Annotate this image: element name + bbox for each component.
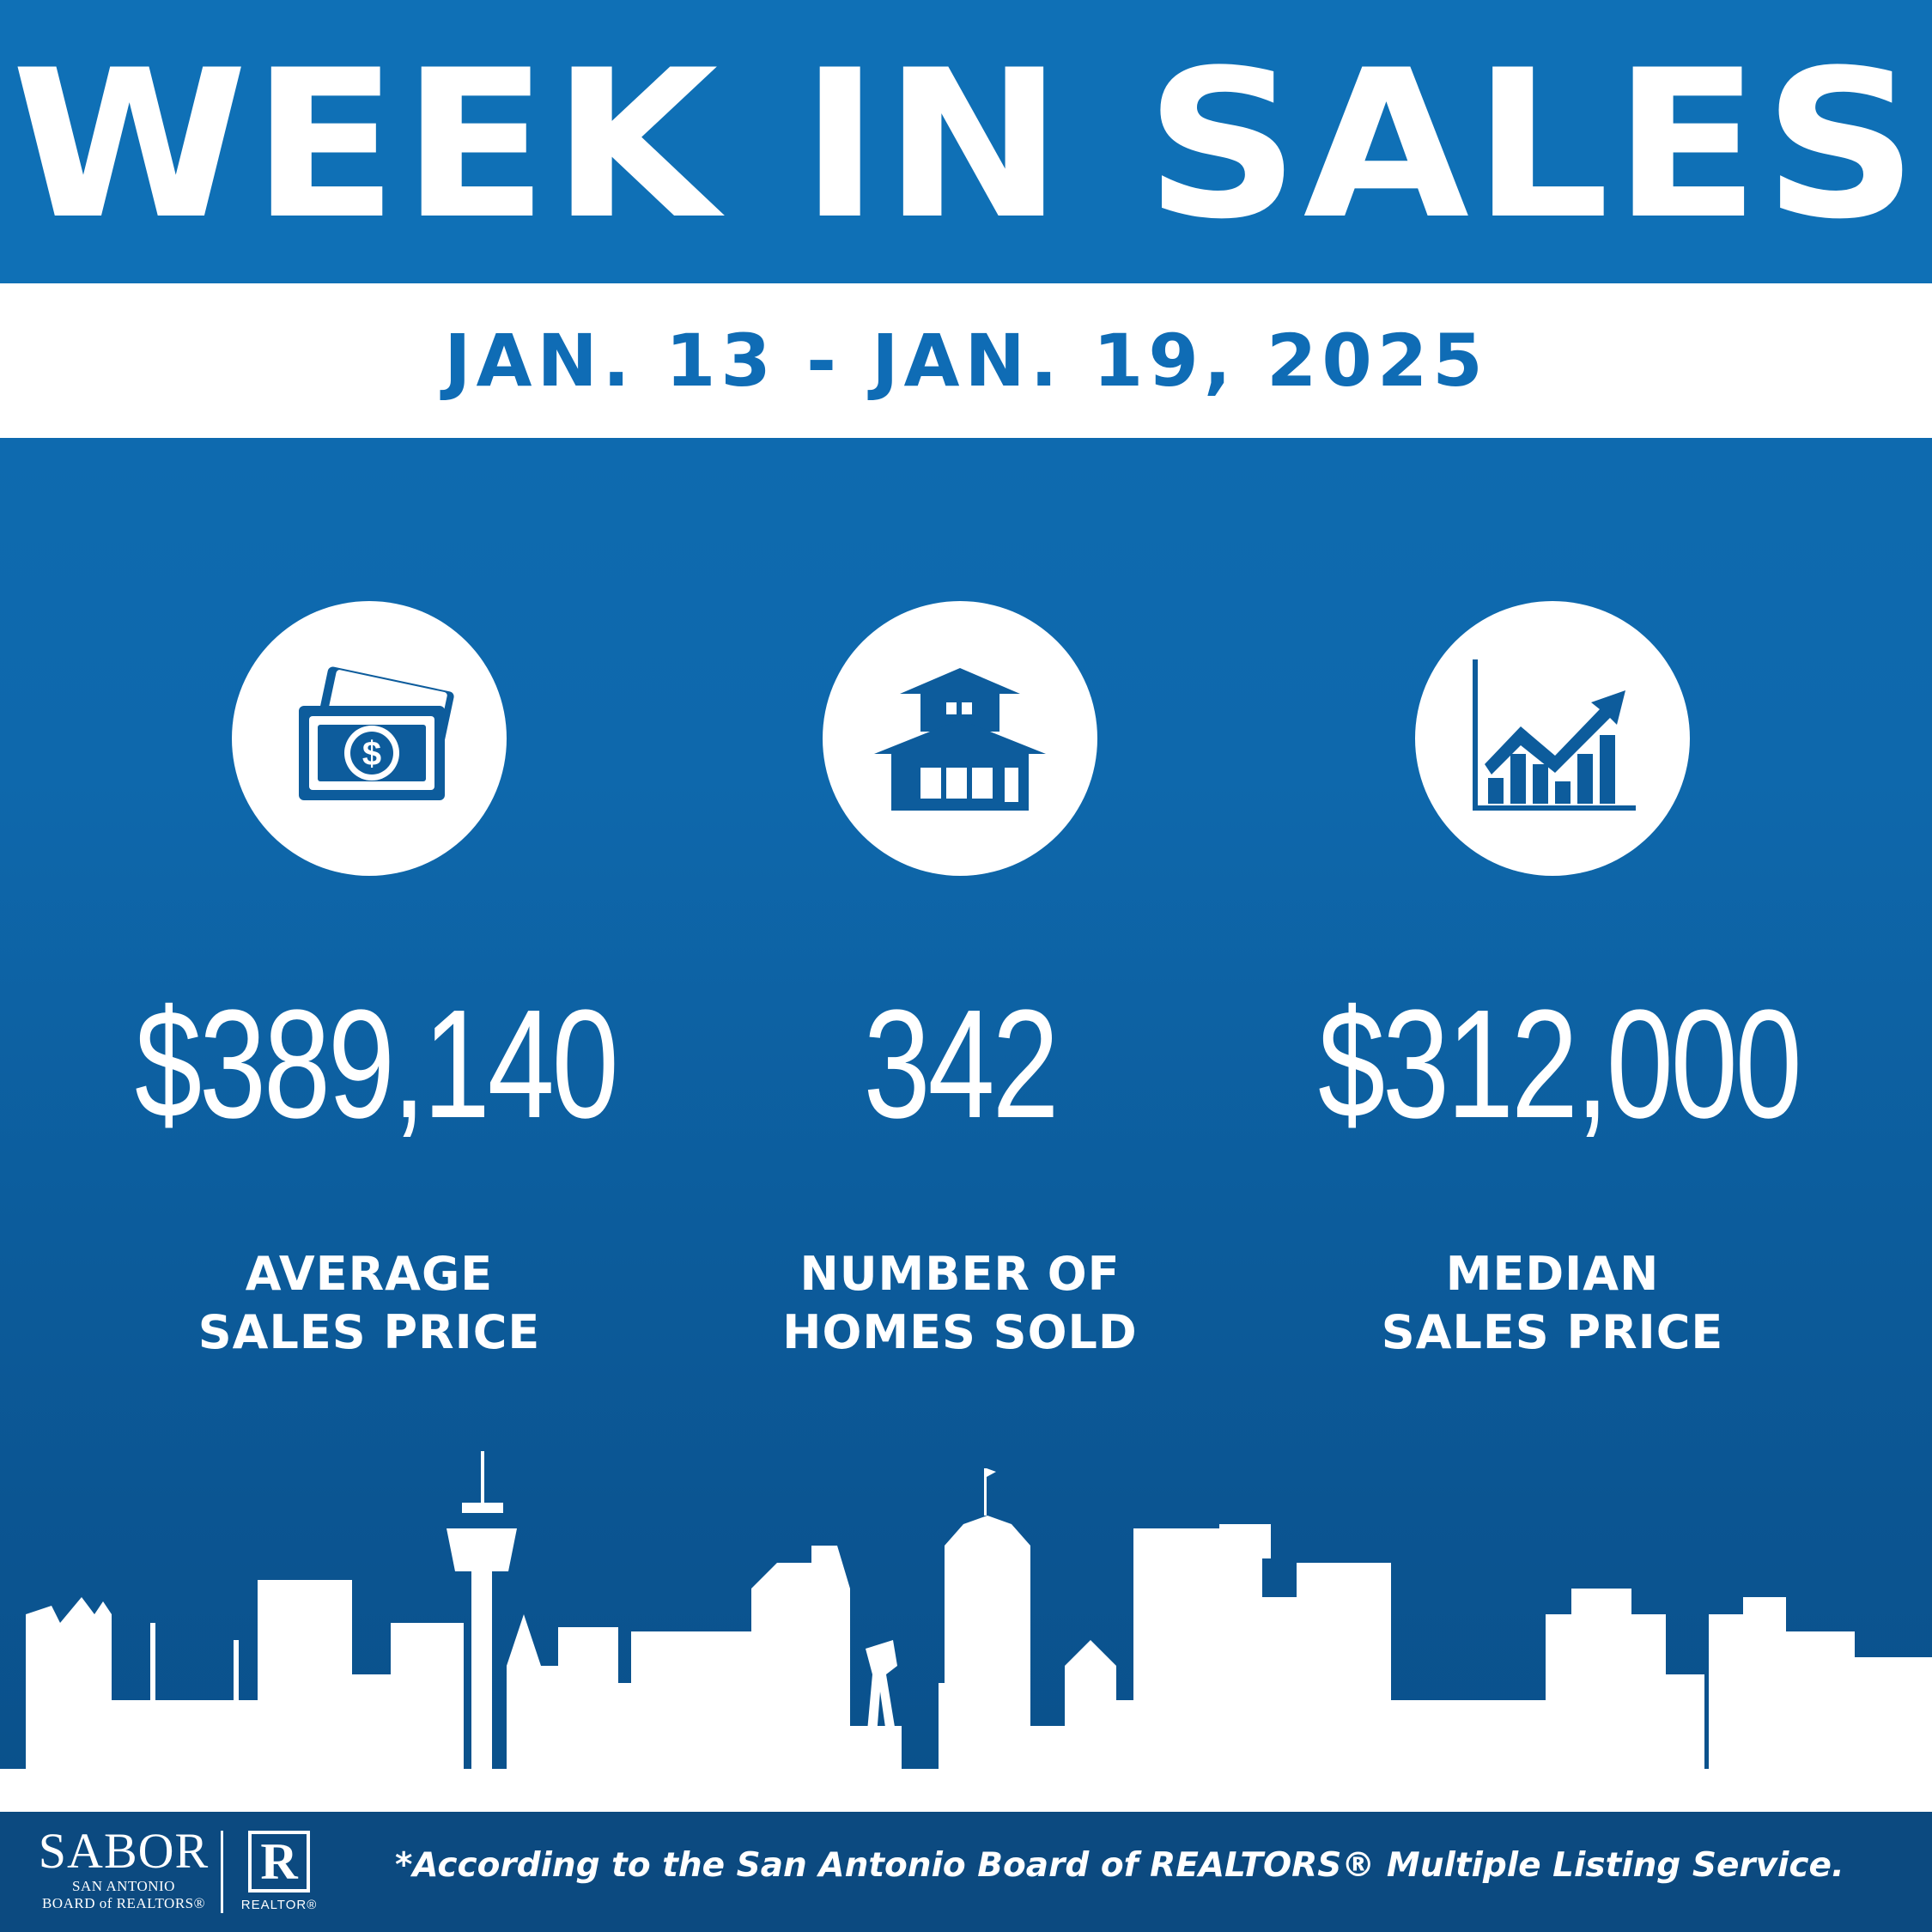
footer-bar (0, 1812, 1932, 1932)
stat-median-sales-price: $312,000 MEDIAN SALES PRICE (1252, 601, 1853, 1362)
median-sales-price-value: $312,000 (1318, 978, 1802, 1151)
label-line-1: AVERAGE (245, 1247, 494, 1301)
money-icon: $ (299, 666, 454, 800)
growth-chart-icon-circle (1415, 601, 1690, 876)
footer-disclaimer: *According to the San Antonio Board of R… (395, 1846, 1844, 1885)
page-title: WEEK IN SALES (10, 27, 1922, 264)
house-icon (874, 668, 1046, 811)
logo-divider (221, 1831, 223, 1913)
homes-sold-label: NUMBER OF HOMES SOLD (659, 1245, 1261, 1362)
sabor-logo: SABOR SAN ANTONIO BOARD of REALTORS® (38, 1825, 210, 1919)
label-line-2: SALES PRICE (1381, 1305, 1724, 1359)
label-line-2: HOMES SOLD (782, 1305, 1138, 1359)
date-band: JAN. 13 - JAN. 19, 2025 (0, 283, 1932, 438)
date-range: JAN. 13 - JAN. 19, 2025 (444, 319, 1488, 403)
average-sales-price-label: AVERAGE SALES PRICE (69, 1245, 670, 1362)
stat-average-sales-price: $ $389,140 AVERAGE SALES PRICE (69, 601, 670, 1362)
growth-chart-icon (1473, 659, 1636, 811)
stat-homes-sold: 342 NUMBER OF HOMES SOLD (659, 601, 1261, 1362)
median-sales-price-label: MEDIAN SALES PRICE (1252, 1245, 1853, 1362)
svg-text:$: $ (362, 735, 381, 773)
label-line-1: MEDIAN (1445, 1247, 1660, 1301)
house-icon-circle (823, 601, 1097, 876)
realtor-word: REALTOR® (240, 1898, 318, 1912)
city-skyline-illustration (0, 1451, 1932, 1812)
realtor-mark: R (248, 1831, 310, 1893)
header-banner: WEEK IN SALES (0, 0, 1932, 283)
money-icon-circle: $ (232, 601, 507, 876)
homes-sold-value: 342 (863, 978, 1060, 1151)
stats-section: $ $389,140 AVERAGE SALES PRICE (0, 601, 1932, 1374)
label-line-1: NUMBER OF (799, 1247, 1121, 1301)
realtor-logo: R REALTOR® (240, 1831, 318, 1917)
label-line-2: SALES PRICE (197, 1305, 541, 1359)
average-sales-price-value: $389,140 (135, 978, 619, 1151)
sabor-logo-name: SABOR (38, 1823, 210, 1879)
sabor-logo-sub1: SAN ANTONIO (72, 1878, 175, 1894)
sabor-logo-sub2: BOARD of REALTORS® (41, 1895, 206, 1911)
